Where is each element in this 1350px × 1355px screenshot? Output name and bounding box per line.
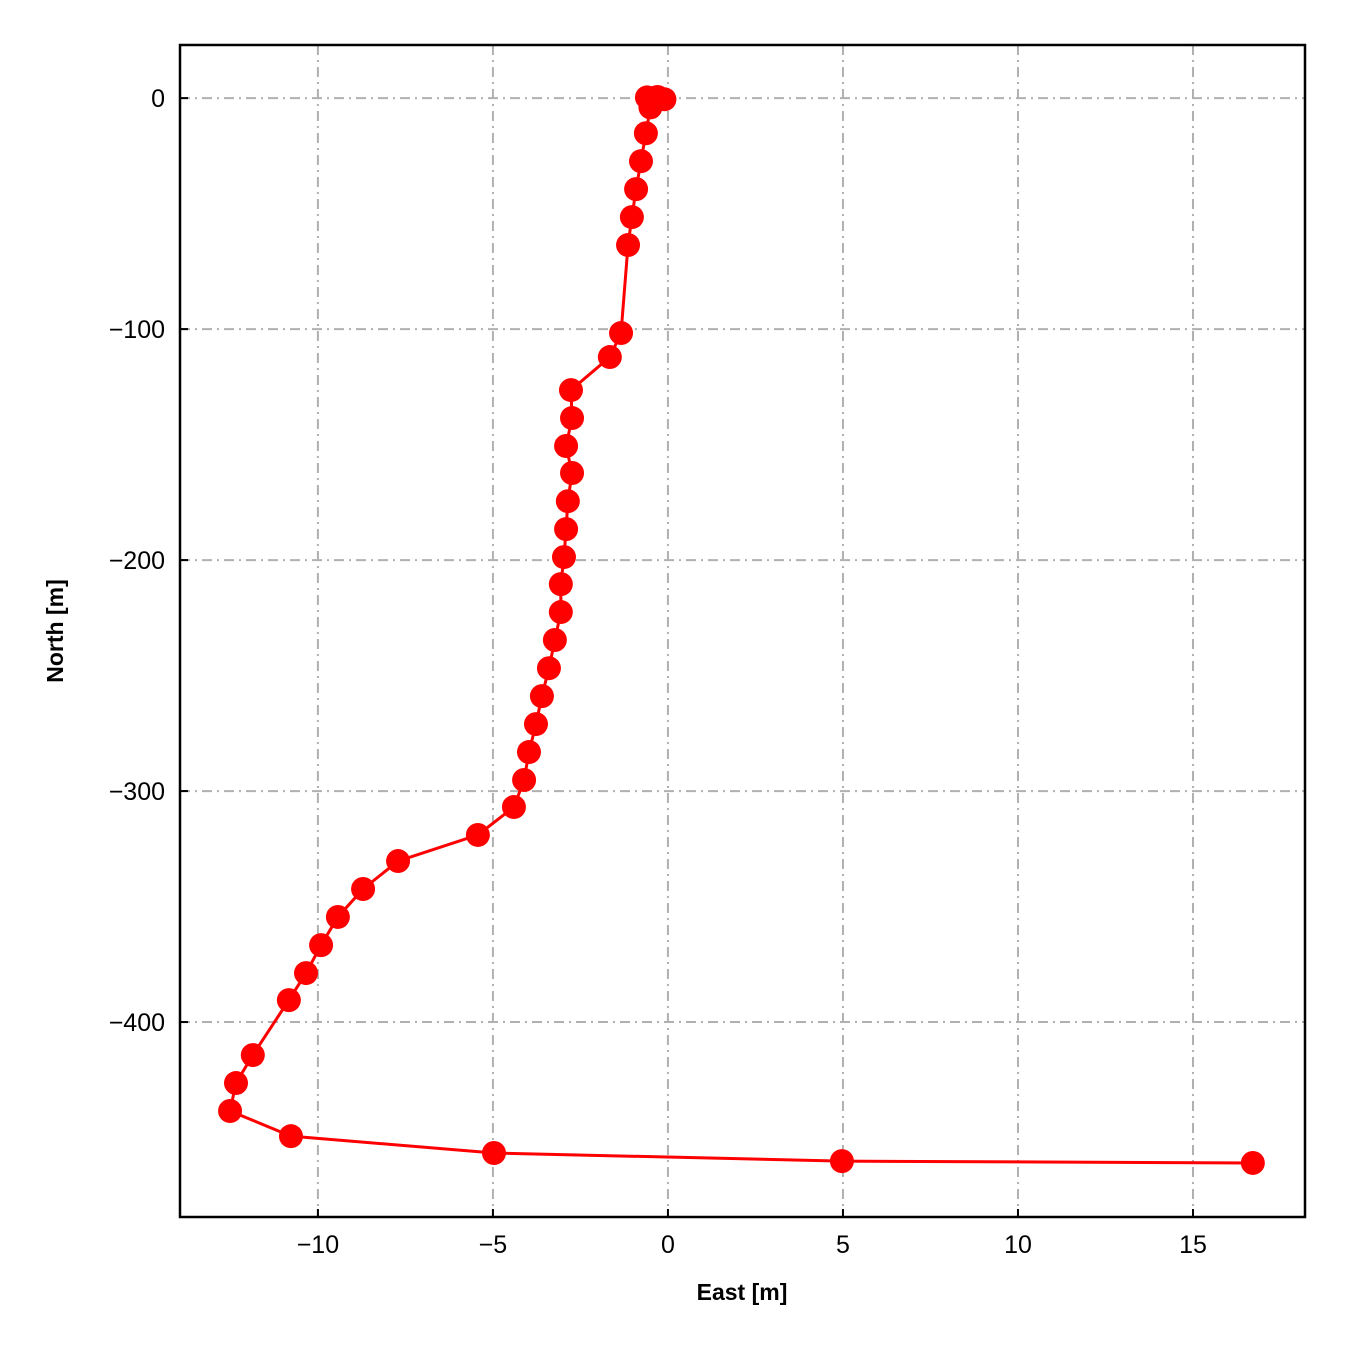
y-axis-label: North [m] [42, 579, 68, 682]
x-tick-label: −10 [297, 1231, 339, 1259]
marker [555, 489, 580, 514]
marker [309, 933, 334, 958]
marker [218, 1098, 243, 1123]
marker [224, 1071, 249, 1096]
marker [294, 961, 319, 986]
marker [512, 767, 537, 792]
marker [609, 321, 634, 346]
marker [548, 600, 573, 625]
marker [554, 517, 579, 542]
x-tick-label: −5 [479, 1231, 508, 1259]
marker [523, 712, 548, 737]
marker [558, 378, 583, 403]
marker [240, 1043, 265, 1068]
y-tick-label: −100 [109, 316, 165, 344]
marker [551, 545, 576, 570]
marker [481, 1141, 506, 1166]
marker [536, 656, 561, 681]
marker [548, 572, 573, 597]
marker [554, 433, 579, 458]
x-tick-label: 15 [1179, 1231, 1207, 1259]
y-tick-label: 0 [151, 85, 165, 113]
marker [638, 95, 663, 120]
marker [351, 877, 376, 902]
marker [386, 849, 411, 874]
marker [516, 740, 541, 765]
marker [465, 822, 490, 847]
marker [616, 233, 641, 258]
marker [529, 684, 554, 709]
marker [560, 461, 585, 486]
marker [619, 205, 644, 230]
plot-frame [178, 43, 1307, 1219]
marker [597, 345, 622, 370]
marker [501, 795, 526, 820]
marker [276, 988, 301, 1013]
marker [633, 121, 658, 146]
line [228, 95, 1253, 1165]
marker [542, 628, 567, 653]
x-tick-label: 0 [661, 1231, 675, 1259]
y-tick-label: −400 [109, 1009, 165, 1037]
marker [278, 1124, 303, 1149]
marker [560, 406, 585, 431]
marker [628, 149, 653, 174]
x-tick-label: 10 [1004, 1231, 1032, 1259]
marker [624, 177, 649, 202]
y-tick-label: −200 [109, 547, 165, 575]
x-tick-label: 5 [836, 1231, 850, 1259]
x-axis-label: East [m] [697, 1279, 788, 1305]
marker [325, 904, 350, 929]
marker [1240, 1150, 1265, 1175]
marker [829, 1149, 854, 1174]
y-tick-label: −300 [109, 778, 165, 806]
